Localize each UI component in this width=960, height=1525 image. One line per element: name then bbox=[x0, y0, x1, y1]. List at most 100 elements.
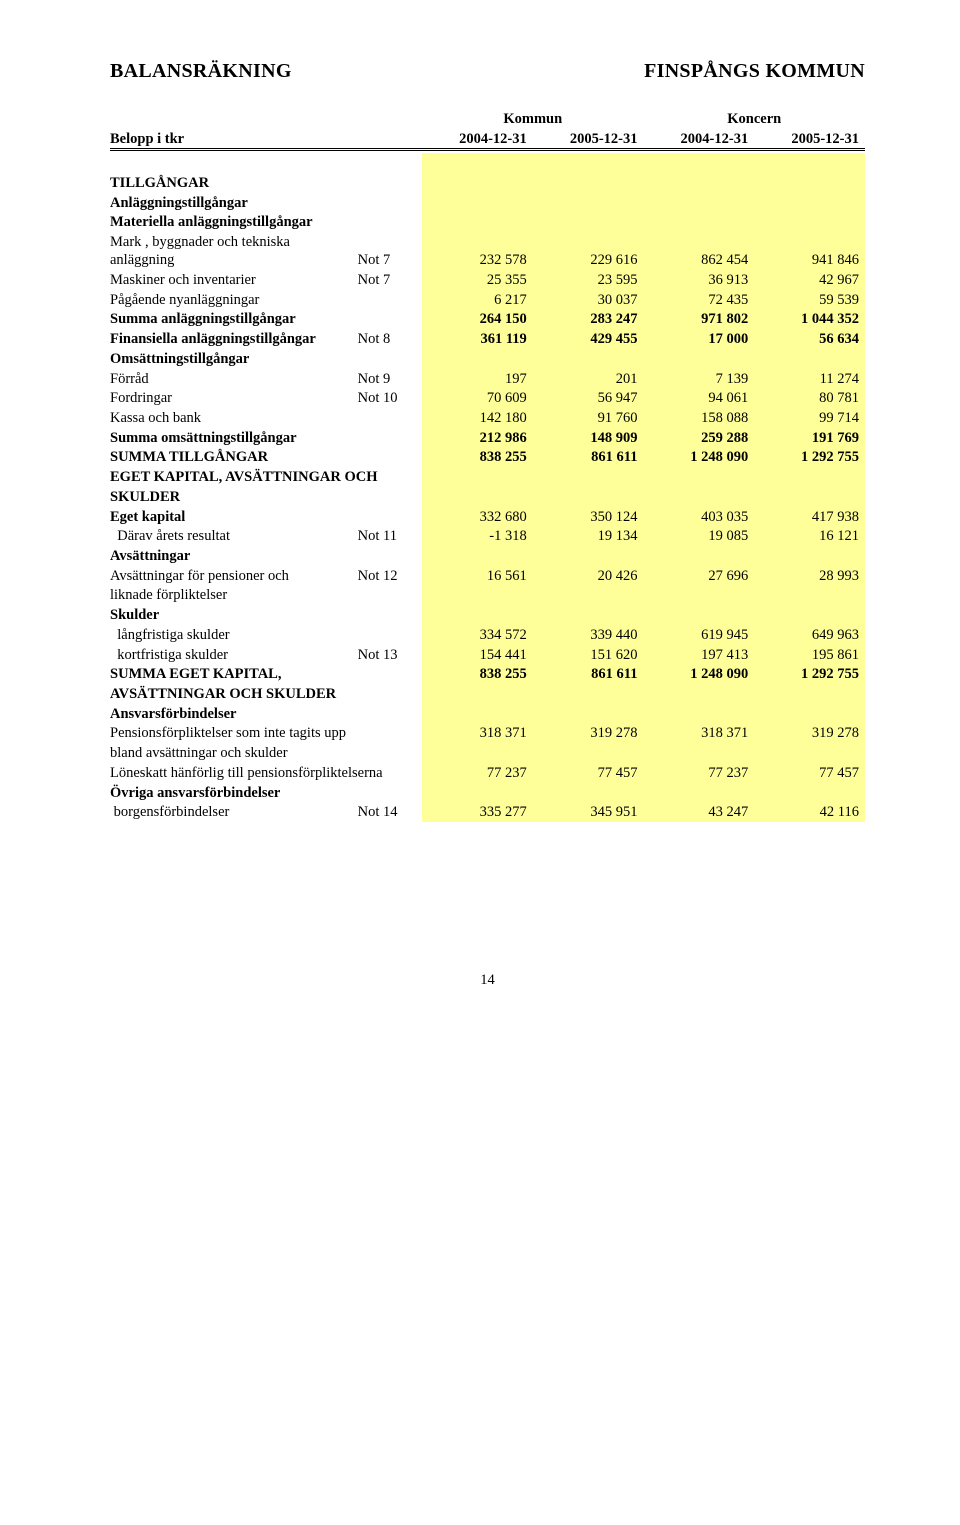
fordringar-row: Fordringar Not 10 70 609 56 947 94 061 8… bbox=[110, 388, 865, 408]
kortfr-2: 197 413 bbox=[643, 645, 754, 665]
langfr-1: 339 440 bbox=[533, 625, 644, 645]
darav-row: Därav årets resultat Not 11 -1 318 19 13… bbox=[110, 527, 865, 547]
forrad-1: 201 bbox=[533, 369, 644, 389]
finansiella-row: Finansiella anläggningstillgångar Not 8 … bbox=[110, 329, 865, 349]
summa-oms-1: 148 909 bbox=[533, 428, 644, 448]
finansiella-0: 361 119 bbox=[422, 329, 533, 349]
summa-tillg-label: SUMMA TILLGÅNGAR bbox=[110, 448, 358, 468]
header-right: FINSPÅNGS KOMMUN bbox=[644, 60, 865, 83]
kortfr-1: 151 620 bbox=[533, 645, 644, 665]
summa-eget-0: 838 255 bbox=[422, 665, 533, 685]
kassa-2: 158 088 bbox=[643, 408, 754, 428]
maskiner-note: Not 7 bbox=[358, 270, 422, 290]
darav-note: Not 11 bbox=[358, 527, 422, 547]
nyan-3: 59 539 bbox=[754, 290, 865, 310]
date-row: Belopp i tkr 2004-12-31 2005-12-31 2004-… bbox=[110, 129, 865, 150]
mark-0: 232 578 bbox=[422, 232, 533, 270]
forrad-note: Not 9 bbox=[358, 369, 422, 389]
darav-1: 19 134 bbox=[533, 527, 644, 547]
loneskatt-2: 77 237 bbox=[643, 763, 754, 783]
oms-hdr-row: Omsättningstillgångar bbox=[110, 349, 865, 369]
borgen-row: borgensförbindelser Not 14 335 277 345 9… bbox=[110, 803, 865, 823]
maskiner-0: 25 355 bbox=[422, 270, 533, 290]
eget-hdr1: EGET KAPITAL, AVSÄTTNINGAR OCH bbox=[110, 467, 422, 487]
ansvar-hdr-row: Ansvarsförbindelser bbox=[110, 704, 865, 724]
langfr-0: 334 572 bbox=[422, 625, 533, 645]
kortfr-label: kortfristiga skulder bbox=[110, 645, 358, 665]
summa-anlagg-0: 264 150 bbox=[422, 310, 533, 330]
finansiella-3: 56 634 bbox=[754, 329, 865, 349]
eget-hdr-row1: EGET KAPITAL, AVSÄTTNINGAR OCH bbox=[110, 467, 865, 487]
maskiner-row: Maskiner och inventarier Not 7 25 355 23… bbox=[110, 270, 865, 290]
mark-label: Mark , byggnader och tekniska anläggning bbox=[110, 232, 358, 270]
avs-hdr-row: Avsättningar bbox=[110, 546, 865, 566]
summa-eget-row2: AVSÄTTNINGAR OCH SKULDER bbox=[110, 684, 865, 704]
nyan-2: 72 435 bbox=[643, 290, 754, 310]
eget-kap-row: Eget kapital 332 680 350 124 403 035 417… bbox=[110, 507, 865, 527]
summa-eget-3: 1 292 755 bbox=[754, 665, 865, 685]
eget-kap-label: Eget kapital bbox=[110, 507, 358, 527]
mark-1: 229 616 bbox=[533, 232, 644, 270]
forrad-0: 197 bbox=[422, 369, 533, 389]
finansiella-note: Not 8 bbox=[358, 329, 422, 349]
materiella-row: Materiella anläggningstillgångar bbox=[110, 213, 865, 233]
forrad-row: Förråd Not 9 197 201 7 139 11 274 bbox=[110, 369, 865, 389]
maskiner-label: Maskiner och inventarier bbox=[110, 270, 358, 290]
pens-forpl-label2: bland avsättningar och skulder bbox=[110, 743, 358, 763]
mark-3: 941 846 bbox=[754, 232, 865, 270]
tillgangar-row: TILLGÅNGAR bbox=[110, 173, 865, 193]
balance-table: Kommun Koncern Belopp i tkr 2004-12-31 2… bbox=[110, 109, 865, 822]
langfr-row: långfristiga skulder 334 572 339 440 619… bbox=[110, 625, 865, 645]
eget-hdr2: SKULDER bbox=[110, 487, 358, 507]
page-header: BALANSRÄKNING FINSPÅNGS KOMMUN bbox=[110, 60, 865, 83]
anlagg-hdr-row: Anläggningstillgångar bbox=[110, 193, 865, 213]
pens-forpl-label1: Pensionsförpliktelser som inte tagits up… bbox=[110, 724, 422, 744]
pens-forpl-2: 318 371 bbox=[643, 724, 754, 744]
summa-eget-label2: AVSÄTTNINGAR OCH SKULDER bbox=[110, 684, 358, 704]
summa-oms-label: Summa omsättningstillgångar bbox=[110, 428, 358, 448]
summa-oms-3: 191 769 bbox=[754, 428, 865, 448]
avs-pens-note: Not 12 bbox=[358, 566, 422, 586]
borgen-3: 42 116 bbox=[754, 803, 865, 823]
summa-anlagg-1: 283 247 bbox=[533, 310, 644, 330]
nyan-0: 6 217 bbox=[422, 290, 533, 310]
pens-forpl-1: 319 278 bbox=[533, 724, 644, 744]
group-header-row: Kommun Koncern bbox=[110, 109, 865, 129]
blank-row bbox=[110, 153, 865, 173]
eget-kap-2: 403 035 bbox=[643, 507, 754, 527]
loneskatt-row: Löneskatt hänförlig till pensionsförplik… bbox=[110, 763, 865, 783]
darav-2: 19 085 bbox=[643, 527, 754, 547]
summa-oms-0: 212 986 bbox=[422, 428, 533, 448]
col0-label: Belopp i tkr bbox=[110, 129, 358, 150]
avs-pens-label1: Avsättningar för pensioner och bbox=[110, 566, 358, 586]
kortfr-0: 154 441 bbox=[422, 645, 533, 665]
pens-forpl-row2: bland avsättningar och skulder bbox=[110, 743, 865, 763]
kassa-label: Kassa och bank bbox=[110, 408, 358, 428]
summa-tillg-3: 1 292 755 bbox=[754, 448, 865, 468]
eget-kap-3: 417 938 bbox=[754, 507, 865, 527]
loneskatt-label: Löneskatt hänförlig till pensionsförplik… bbox=[110, 763, 422, 783]
header-left: BALANSRÄKNING bbox=[110, 60, 292, 83]
date-1: 2005-12-31 bbox=[533, 129, 644, 150]
summa-anlagg-2: 971 802 bbox=[643, 310, 754, 330]
summa-oms-row: Summa omsättningstillgångar 212 986 148 … bbox=[110, 428, 865, 448]
fordringar-label: Fordringar bbox=[110, 388, 358, 408]
darav-0: -1 318 bbox=[422, 527, 533, 547]
langfr-label: långfristiga skulder bbox=[110, 625, 358, 645]
finansiella-label: Finansiella anläggningstillgångar bbox=[110, 329, 358, 349]
darav-label: Därav årets resultat bbox=[110, 527, 358, 547]
avs-pens-3: 28 993 bbox=[754, 566, 865, 586]
maskiner-1: 23 595 bbox=[533, 270, 644, 290]
langfr-2: 619 945 bbox=[643, 625, 754, 645]
borgen-2: 43 247 bbox=[643, 803, 754, 823]
anlagg-label: Anläggningstillgångar bbox=[110, 193, 358, 213]
eget-kap-1: 350 124 bbox=[533, 507, 644, 527]
summa-anlagg-label: Summa anläggningstillgångar bbox=[110, 310, 358, 330]
pens-forpl-3: 319 278 bbox=[754, 724, 865, 744]
summa-oms-2: 259 288 bbox=[643, 428, 754, 448]
summa-anlagg-row: Summa anläggningstillgångar 264 150 283 … bbox=[110, 310, 865, 330]
pens-forpl-row1: Pensionsförpliktelser som inte tagits up… bbox=[110, 724, 865, 744]
kassa-0: 142 180 bbox=[422, 408, 533, 428]
borgen-1: 345 951 bbox=[533, 803, 644, 823]
tillgangar-label: TILLGÅNGAR bbox=[110, 173, 358, 193]
